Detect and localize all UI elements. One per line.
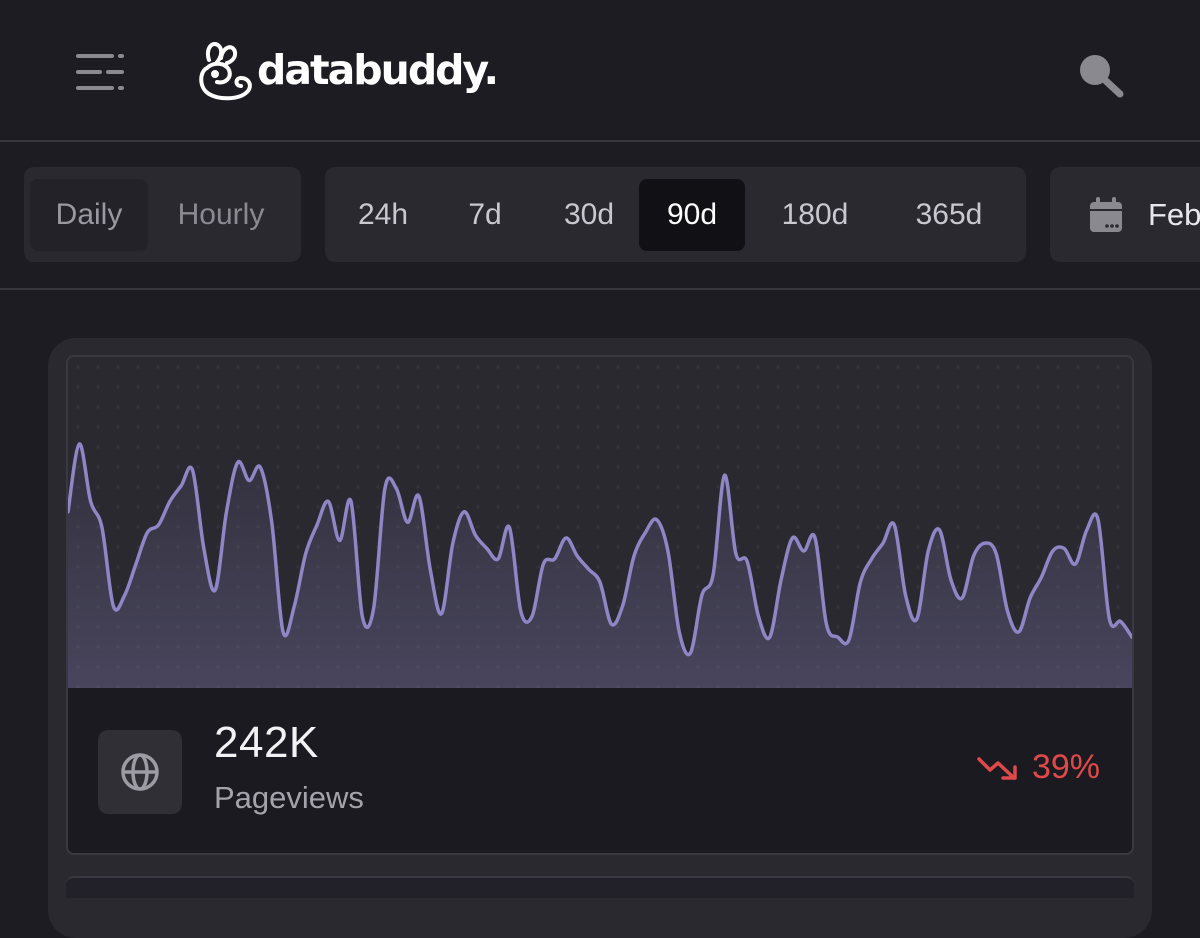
search-icon[interactable] bbox=[1074, 50, 1126, 98]
range-30d-button[interactable]: 30d bbox=[563, 197, 615, 231]
granularity-daily-button[interactable]: Daily bbox=[30, 178, 148, 251]
metric-change-indicator: 39% bbox=[976, 748, 1100, 787]
metric-value: 242K bbox=[214, 718, 319, 767]
hamburger-menu-icon[interactable] bbox=[70, 50, 130, 94]
range-90d-button[interactable]: 90d bbox=[639, 178, 745, 251]
metric-label: Pageviews bbox=[214, 780, 364, 815]
trend-down-icon bbox=[977, 756, 1017, 780]
sparkline-svg bbox=[68, 357, 1132, 688]
granularity-hourly-button[interactable]: Hourly bbox=[177, 197, 265, 231]
sparkline-series-line bbox=[68, 442, 1132, 657]
globe-icon bbox=[121, 753, 159, 791]
top-bar: databuddy. bbox=[0, 0, 1200, 142]
buddy-mascot-icon bbox=[199, 41, 252, 101]
filter-bar: Daily Hourly 24h 7d 30d 90d 180d 365d Fe… bbox=[0, 142, 1200, 290]
pageviews-sparkline-chart bbox=[68, 357, 1132, 688]
range-7d-button[interactable]: 7d bbox=[468, 197, 502, 231]
date-picker-button[interactable]: Feb bbox=[1050, 167, 1200, 262]
metric-icon-box bbox=[98, 730, 182, 814]
brand-name: databuddy. bbox=[257, 46, 499, 94]
calendar-icon bbox=[1090, 196, 1122, 232]
granularity-toggle: Daily Hourly bbox=[24, 167, 301, 262]
brand-logo[interactable]: databuddy. bbox=[195, 38, 499, 102]
range-24h-button[interactable]: 24h bbox=[357, 197, 409, 231]
date-range-selector: 24h 7d 30d 90d 180d 365d bbox=[325, 167, 1026, 262]
date-picker-label: Feb bbox=[1148, 196, 1200, 232]
metric-summary-row: 242K Pageviews 39% bbox=[68, 688, 1132, 853]
range-180d-button[interactable]: 180d bbox=[781, 197, 849, 231]
range-365d-button[interactable]: 365d bbox=[915, 197, 983, 231]
next-metric-card bbox=[66, 876, 1134, 898]
metric-change-value: 39% bbox=[1031, 748, 1100, 786]
sparkline-area bbox=[68, 443, 1132, 688]
pageviews-metric-card[interactable]: 242K Pageviews 39% bbox=[66, 355, 1134, 855]
